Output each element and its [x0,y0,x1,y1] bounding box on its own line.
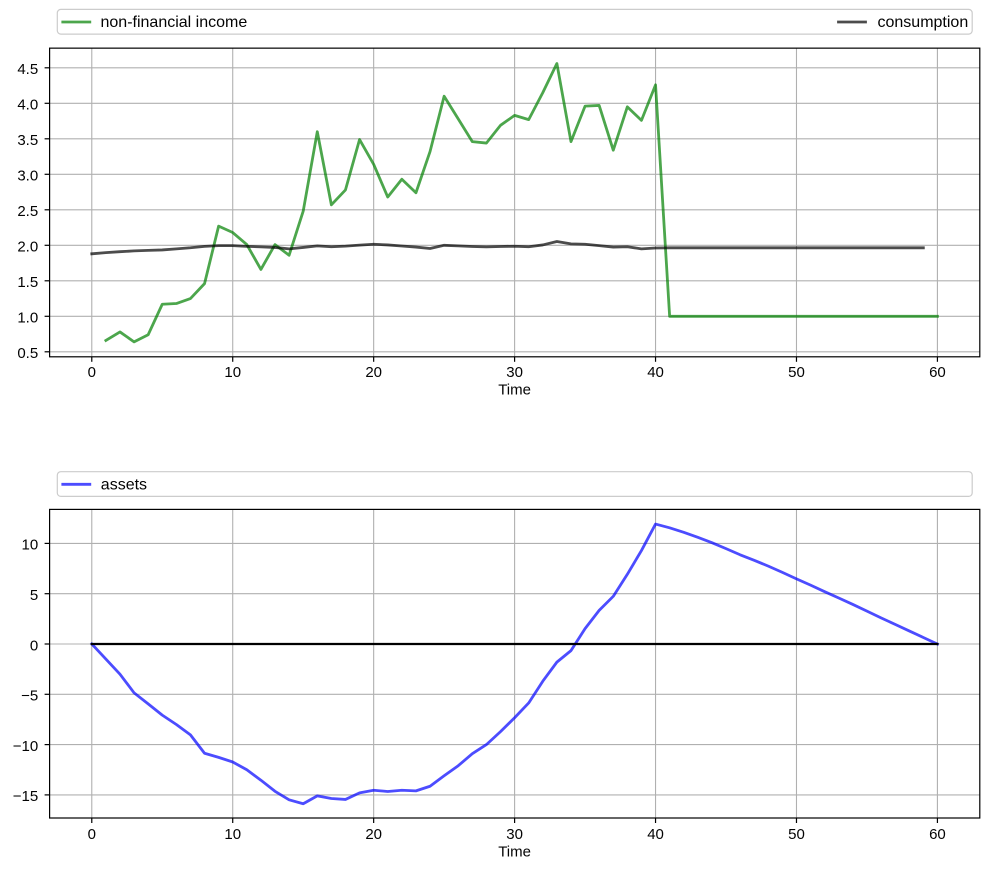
svg-text:4.0: 4.0 [17,97,38,114]
svg-text:40: 40 [647,826,664,843]
svg-text:60: 60 [929,826,946,843]
svg-text:20: 20 [365,826,382,843]
svg-text:−15: −15 [13,788,38,805]
svg-text:5: 5 [30,587,38,604]
svg-text:10: 10 [22,537,39,554]
svg-text:10: 10 [224,826,241,843]
svg-text:50: 50 [788,826,805,843]
svg-text:1.0: 1.0 [17,310,38,327]
svg-text:0: 0 [30,637,38,654]
svg-text:4.5: 4.5 [17,61,38,78]
svg-text:−5: −5 [21,688,38,705]
svg-text:0: 0 [88,364,96,381]
svg-text:30: 30 [506,826,523,843]
svg-text:1.5: 1.5 [17,274,38,291]
svg-text:−10: −10 [13,738,38,755]
svg-text:non-financial income: non-financial income [101,14,248,31]
svg-text:consumption: consumption [878,14,969,31]
svg-text:0: 0 [88,826,96,843]
svg-text:30: 30 [506,364,523,381]
svg-text:3.0: 3.0 [17,168,38,185]
svg-text:assets: assets [101,476,147,493]
svg-text:Time: Time [498,843,531,860]
svg-text:60: 60 [929,364,946,381]
svg-text:3.5: 3.5 [17,132,38,149]
svg-text:20: 20 [365,364,382,381]
svg-text:2.5: 2.5 [17,203,38,220]
svg-text:10: 10 [224,364,241,381]
svg-text:2.0: 2.0 [17,239,38,256]
svg-text:50: 50 [788,364,805,381]
svg-text:Time: Time [498,382,531,399]
svg-text:0.5: 0.5 [17,345,38,362]
svg-text:40: 40 [647,364,664,381]
